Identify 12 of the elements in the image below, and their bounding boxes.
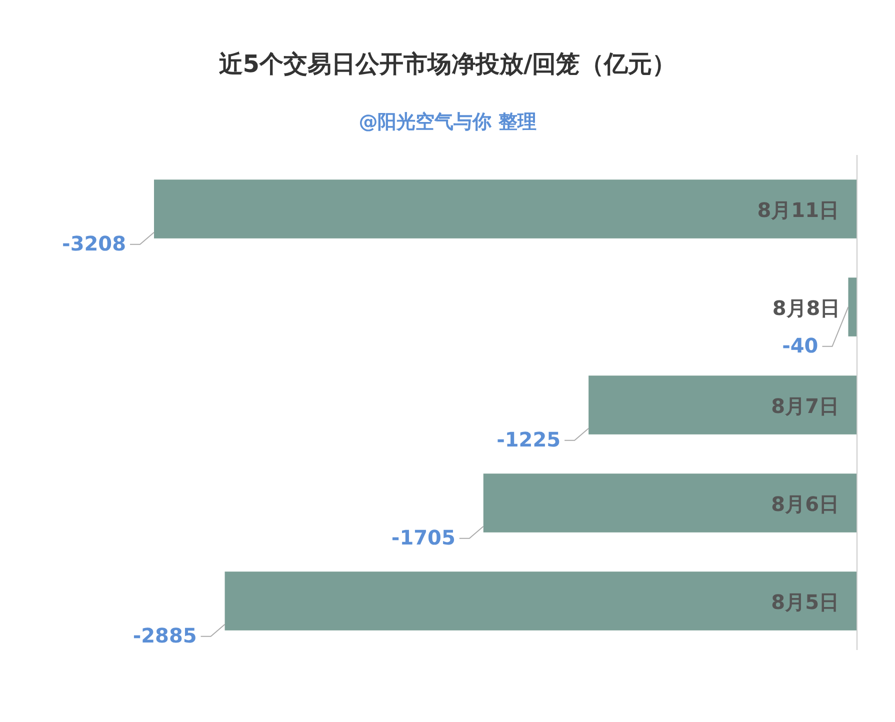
chart-title: 近5个交易日公开市场净投放/回笼（亿元） — [218, 50, 676, 78]
data-label: -3208 — [62, 231, 126, 256]
chart-subtitle: @阳光空气与你 整理 — [358, 111, 536, 133]
y-tick-label: 8月8日 — [772, 296, 840, 320]
y-tick-label: 8月7日 — [771, 394, 839, 418]
y-tick-label: 8月6日 — [771, 492, 839, 516]
data-label: -1225 — [496, 427, 561, 452]
data-label: -2885 — [132, 623, 197, 648]
data-label: -40 — [782, 333, 818, 358]
y-tick-label: 8月11日 — [757, 198, 839, 222]
y-tick-label: 8月5日 — [771, 590, 839, 614]
data-label: -1705 — [391, 525, 456, 550]
